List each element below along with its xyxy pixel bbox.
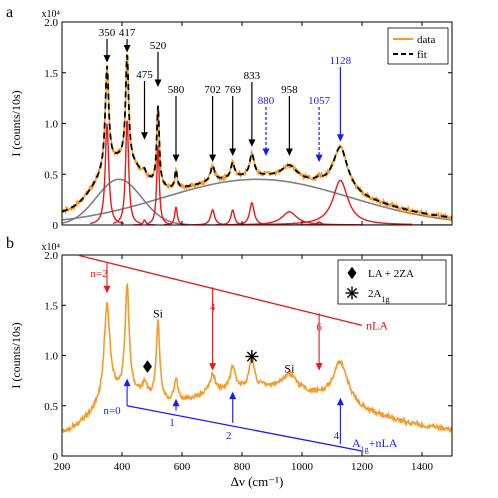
panel-b-multiplier: x10⁴ [42,242,61,253]
peak-label-580: 580 [168,84,185,96]
panel-a-ytick-label: 2.0 [44,17,58,29]
marker-diamond [143,360,152,373]
panel-b-ytick-label: 1.5 [44,300,58,312]
peak-component-1128 [268,179,413,225]
panel-b-xtick-label: 800 [234,461,251,473]
a1g-arrowhead-0 [123,378,131,387]
peak-arrowhead-769 [229,148,237,157]
peak-component-520 [145,145,171,225]
peak-arrowhead-833 [248,139,256,147]
nla-line-label: nLA [366,318,388,332]
legend-box [387,27,449,65]
panel-a-ytick-label: 0.5 [44,169,58,181]
panel-b-ytick-label: 2.0 [44,250,58,262]
nla-arrowhead-1 [209,363,217,371]
peak-arrowhead-475 [141,132,148,140]
a1g-label-suffix: +nLA [369,436,398,450]
panel-b-xtick-label: 1200 [351,461,374,473]
panel-b-xtick-label: 1400 [411,461,434,473]
panel-b: 0 0.5 1.0 1.5 2.0 200 400 600 800 1000 1200 1400 x10… [9,242,453,489]
panel-a-legend: data fit [387,27,449,65]
a1g-label-main: A [352,436,361,450]
peak-component-350 [90,123,124,225]
peak-arrowhead-1057 [315,154,323,163]
peak-label-1057: 1057 [308,95,331,107]
a1g-arrowhead-3 [336,397,344,406]
a1g-arrowhead-2 [229,391,237,400]
legend-b-diamond [347,266,357,280]
peak-label-417: 417 [119,27,136,39]
peak-component-702 [193,208,232,225]
si-label-1: Si [284,362,295,376]
a1g-label-1: 1 [169,417,175,429]
peak-arrowhead-880 [262,148,270,157]
a1g-label-sub: 1g [361,444,369,453]
fit-series [62,54,452,219]
legend-b-label-0: LA + 2ZA [368,268,414,280]
legend-b-label-1: 2A1g [368,288,389,304]
peak-component-580 [163,206,189,225]
peak-label-880: 880 [258,95,275,107]
peak-arrowhead-1128 [336,134,344,142]
panel-a-ytick-label: 1.0 [44,119,58,131]
panel-b-xtick-label: 400 [114,461,131,473]
panel-b-plot-area [62,282,452,434]
panel-b-legend: LA + 2ZA 2A1g [337,259,447,305]
marker-asterisk [245,350,259,364]
legend-b-box [337,259,447,305]
peak-arrowhead-417 [123,44,131,53]
nla-arrowhead-2 [315,363,323,371]
peak-label-475: 475 [136,69,153,81]
peak-label-350: 350 [99,27,116,39]
a1g-label-2: 2 [226,430,232,442]
peak-arrowhead-350 [103,55,111,63]
peak-label-833: 833 [244,70,261,82]
panel-b-ylabel: I (counts/10s) [9,322,23,388]
panel-label-b: b [6,235,14,252]
peak-label-520: 520 [150,40,167,52]
broad-component-1 [62,178,452,221]
panel-b-ytick-label: 0.5 [44,401,58,413]
peak-arrowhead-520 [154,79,162,87]
peak-arrowhead-580 [172,154,180,163]
nla-line [76,254,363,326]
panel-a-ylabel: I (counts/10s) [9,90,23,156]
panel-a-ytick-label: 0 [53,220,59,232]
panel-label-a: a [6,4,13,21]
spectrum-series [62,282,452,434]
nla-label-n=2: n=2 [90,268,107,280]
panel-a-ytick-label: 1.5 [44,68,58,80]
a1g-label-4: 4 [334,430,340,442]
legend-label-fit: fit [417,49,427,61]
panel-a-multiplier: x10⁴ [42,9,61,20]
peak-component-417 [112,120,142,224]
peak-label-958: 958 [281,84,298,96]
a1g-line [126,405,363,452]
a1g-arrowhead-1 [172,398,180,407]
panel-b-xtick-label: 200 [54,461,71,473]
peak-label-1128: 1128 [330,55,352,67]
si-label-0: Si [153,306,164,320]
peak-arrowhead-958 [285,148,293,157]
broad-component-0 [62,178,452,225]
peak-label-769: 769 [224,84,241,96]
legend-label-data: data [417,34,435,46]
nla-arrowhead-0 [103,285,111,294]
a1g-line-label: A1g+nLA [352,436,398,454]
panel-b-xtick-label: 1000 [291,461,314,473]
peak-label-702: 702 [204,84,221,96]
panel-b-xtick-label: 600 [174,461,191,473]
panel-b-ytick-label: 0 [53,451,59,463]
panel-b-xlabel: Δν (cm⁻¹) [231,474,284,489]
panel-b-ytick-label: 1.0 [44,351,58,363]
legend-b-asterisk [345,286,359,300]
a1g-label-n=0: n=0 [103,405,121,417]
peak-arrowhead-702 [209,154,217,163]
